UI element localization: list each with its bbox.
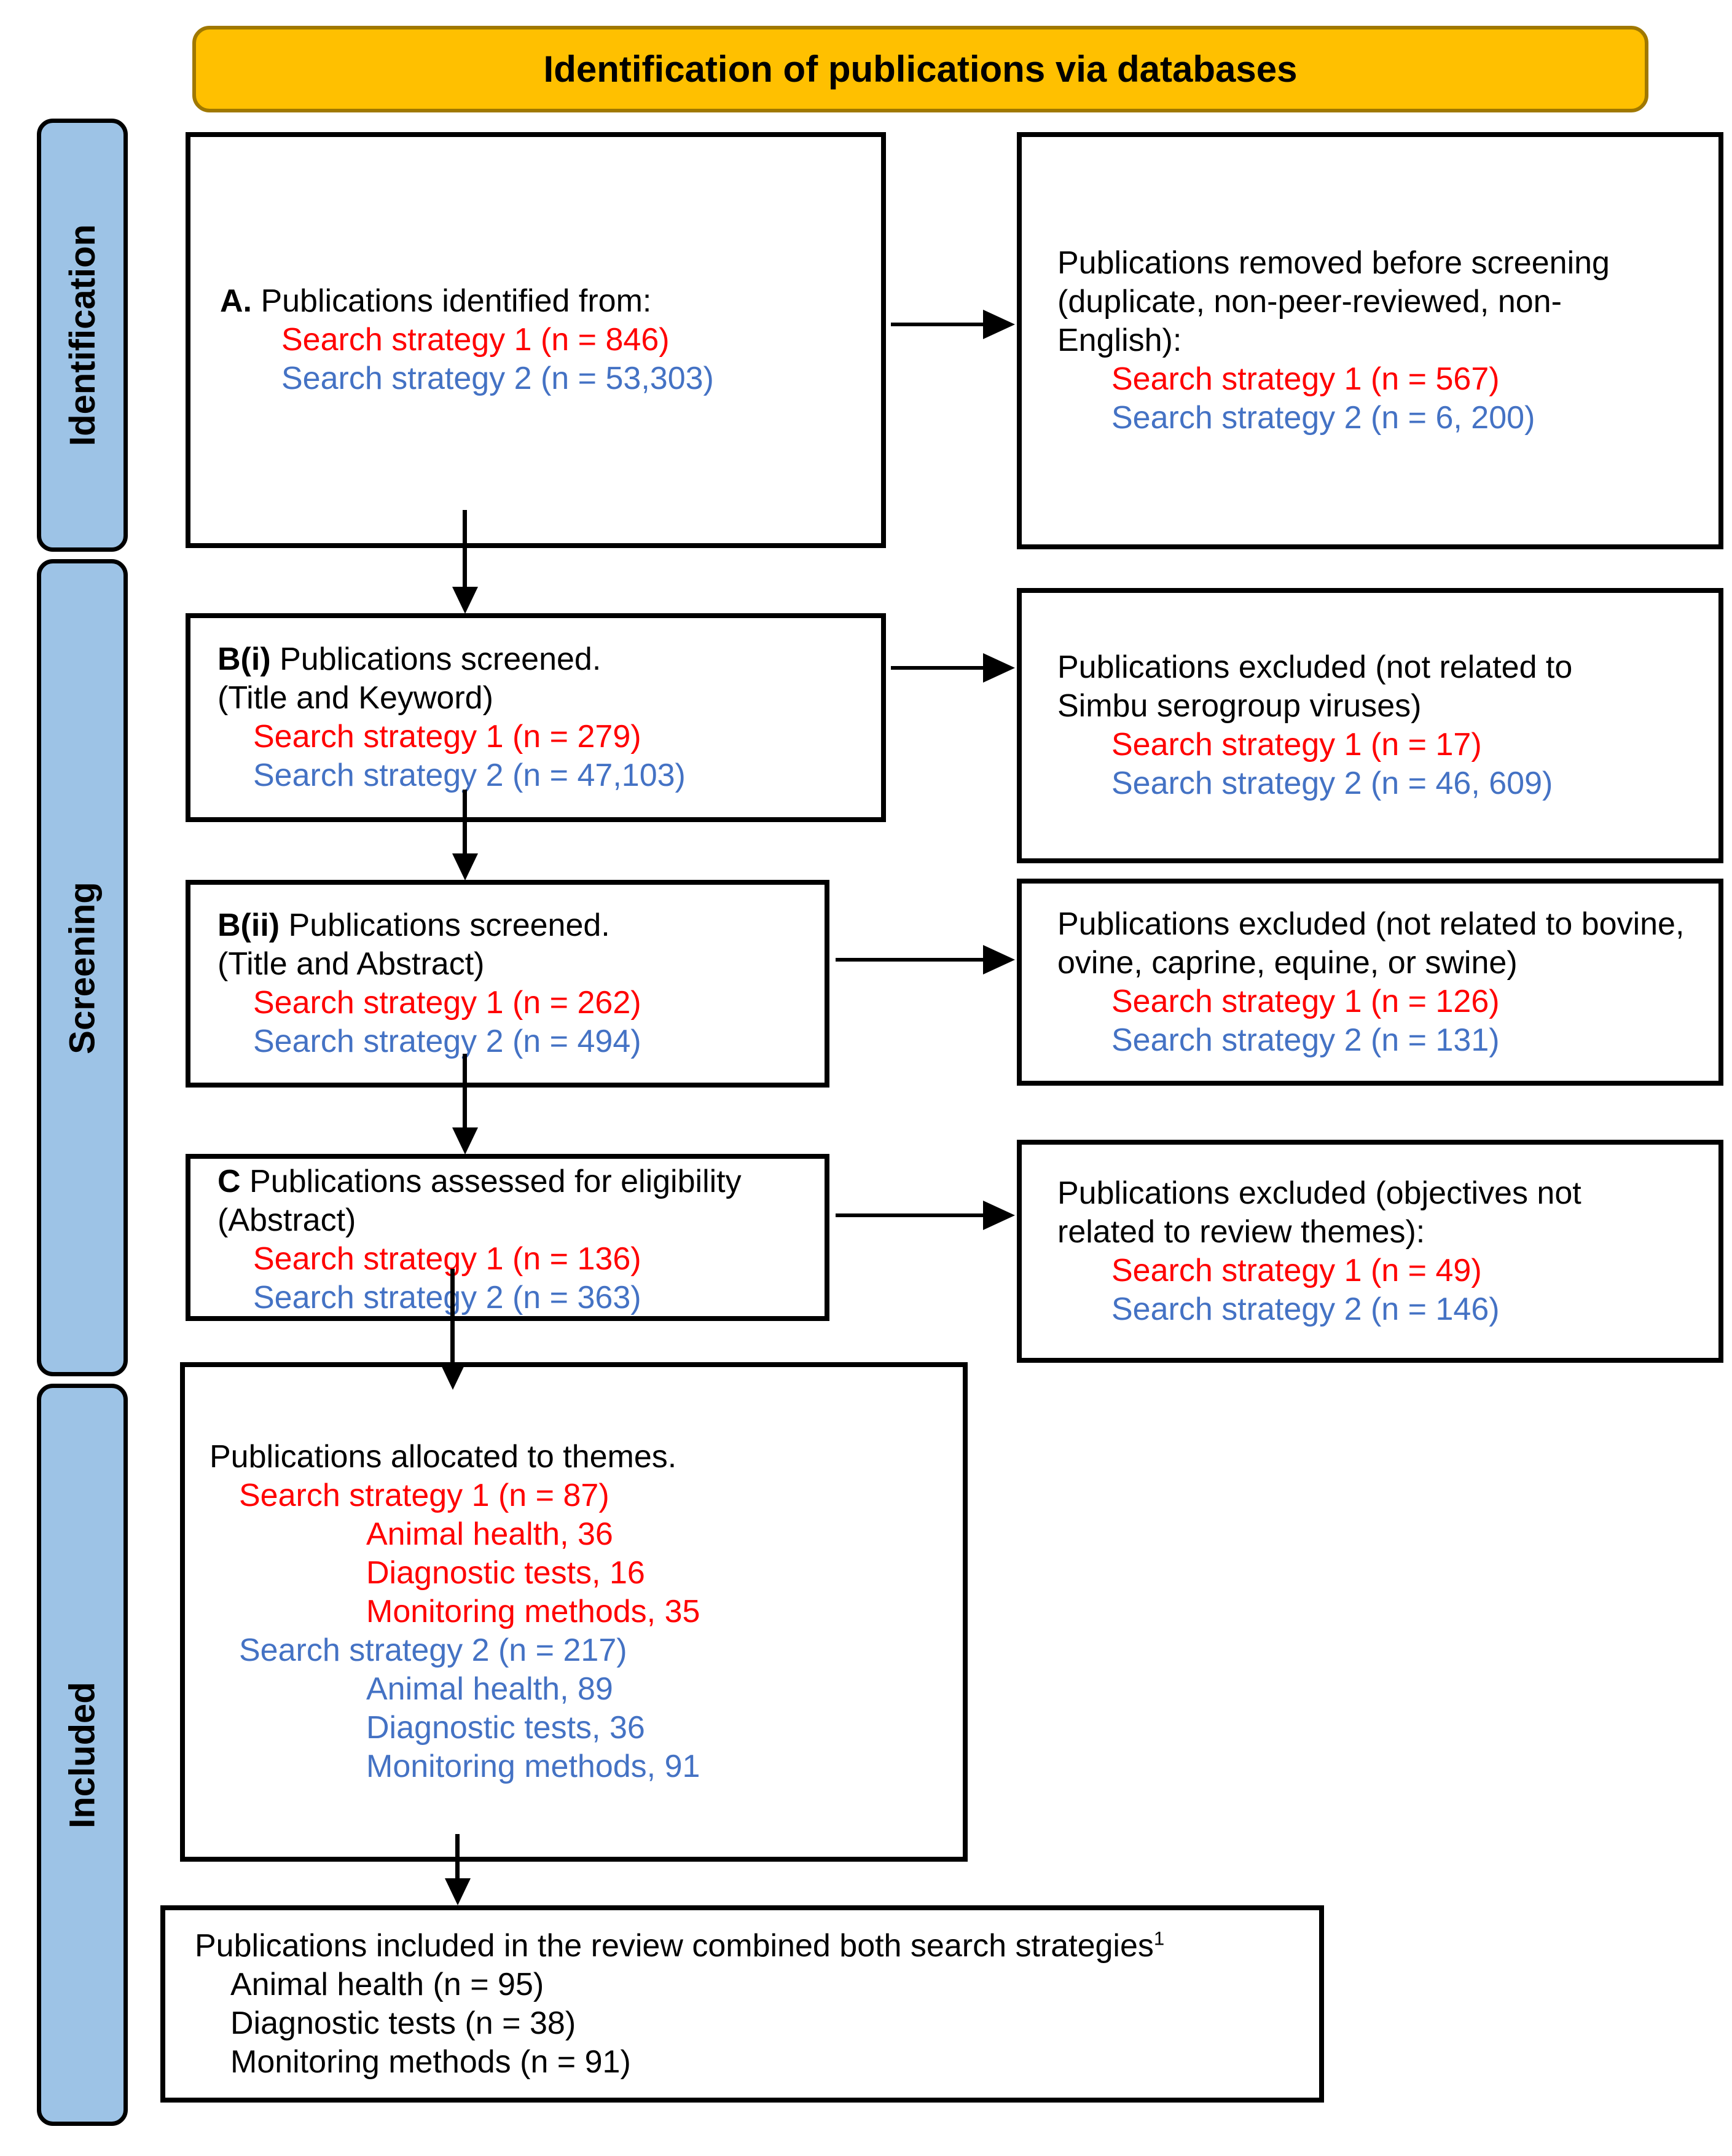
box-excluded-objectives: Publications excluded (objectives not re… (1017, 1140, 1723, 1363)
arrow-head-icon (983, 945, 1015, 974)
box-a-title-text: Publications identified from: (252, 283, 652, 319)
arrow-head-icon (983, 1201, 1015, 1230)
box-a-strategy2: Search strategy 2 (n = 53,303) (281, 361, 714, 396)
stage-identification-label: Identification (62, 224, 103, 446)
arrow-line (463, 790, 467, 855)
box-bi-label: B(i) (217, 641, 271, 677)
arrow-line (836, 958, 984, 962)
arrow-line (891, 666, 984, 670)
box-themes-s1-item: Diagnostic tests, 16 (366, 1555, 645, 1591)
box-removed-strategy2: Search strategy 2 (n = 6, 200) (1111, 400, 1535, 436)
box-excluded3-strategy1: Search strategy 1 (n = 49) (1111, 1252, 1482, 1288)
box-excluded1-strategy1: Search strategy 1 (n = 17) (1111, 727, 1482, 762)
box-bii-strategy2: Search strategy 2 (n = 494) (253, 1024, 641, 1059)
box-themes-s1-item: Animal health, 36 (366, 1516, 613, 1552)
arrow-head-icon (445, 1878, 471, 1905)
box-bii-subtitle: (Title and Abstract) (217, 946, 485, 982)
box-bi-strategy1: Search strategy 1 (n = 279) (253, 719, 641, 755)
box-screened-title-abstract: B(ii) Publications screened. (Title and … (186, 880, 829, 1088)
box-excluded-species: Publications excluded (not related to bo… (1017, 879, 1723, 1086)
stage-identification: Identification (37, 119, 128, 552)
box-final-item: Animal health (n = 95) (230, 1966, 544, 2002)
box-included-in-review: Publications included in the review comb… (160, 1905, 1324, 2103)
arrow-head-icon (983, 653, 1015, 683)
box-bii-title-text: Publications screened. (280, 907, 610, 943)
box-c-title-text: Publications assessed for eligibility (240, 1164, 742, 1199)
box-themes-s2-item: Animal health, 89 (366, 1671, 613, 1707)
box-final-title-text: Publications included in the review comb… (195, 1927, 1154, 1964)
box-excluded1-text: Publications excluded (not related to Si… (1057, 649, 1573, 724)
arrow-line (463, 1054, 467, 1129)
box-c-subtitle: (Abstract) (217, 1202, 356, 1238)
box-themes-title: Publications allocated to themes. (210, 1439, 677, 1475)
box-allocated-to-themes: Publications allocated to themes. Search… (180, 1362, 968, 1862)
stage-screening-label: Screening (62, 881, 103, 1054)
box-screened-title-keyword: B(i) Publications screened. (Title and K… (186, 613, 886, 822)
footnote-mark: 1 (1153, 1927, 1165, 1950)
box-final-item: Monitoring methods (n = 91) (230, 2044, 631, 2080)
arrow-head-icon (452, 587, 478, 614)
box-bii-label: B(ii) (217, 907, 280, 943)
box-bi-title-text: Publications screened. (270, 641, 601, 677)
box-removed-text: Publications removed before screening (d… (1057, 245, 1610, 358)
box-bi-strategy2: Search strategy 2 (n = 47,103) (253, 758, 686, 793)
box-a-title: A. Publications identified from: (220, 282, 881, 321)
box-c-title: C Publications assessed for eligibility (217, 1162, 825, 1201)
arrow-line (463, 510, 467, 588)
box-excluded3-text: Publications excluded (objectives not re… (1057, 1175, 1581, 1250)
box-themes-strategy1: Search strategy 1 (n = 87) (239, 1478, 609, 1513)
box-c-label: C (217, 1164, 241, 1199)
box-bii-strategy1: Search strategy 1 (n = 262) (253, 985, 641, 1021)
banner-title: Identification of publications via datab… (543, 49, 1298, 90)
box-bii-title: B(ii) Publications screened. (217, 906, 825, 945)
stage-included: Included (37, 1384, 128, 2126)
box-bi-subtitle: (Title and Keyword) (217, 680, 493, 716)
box-themes-s2-item: Diagnostic tests, 36 (366, 1710, 645, 1746)
arrow-head-icon (452, 853, 478, 880)
box-a-label: A. (220, 283, 252, 319)
arrow-head-icon (983, 310, 1015, 339)
arrow-line (455, 1834, 460, 1880)
stage-included-label: Included (62, 1681, 103, 1829)
box-c-strategy1: Search strategy 1 (n = 136) (253, 1241, 641, 1277)
box-bi-title: B(i) Publications screened. (217, 640, 881, 679)
box-removed-strategy1: Search strategy 1 (n = 567) (1111, 361, 1500, 397)
box-themes-s2-item: Monitoring methods, 91 (366, 1749, 700, 1784)
box-excluded3-strategy2: Search strategy 2 (n = 146) (1111, 1291, 1500, 1327)
box-removed-before-screening: Publications removed before screening (d… (1017, 132, 1723, 549)
box-themes-s1-item: Monitoring methods, 35 (366, 1594, 700, 1629)
box-final-item: Diagnostic tests (n = 38) (230, 2005, 576, 2041)
box-c-strategy2: Search strategy 2 (n = 363) (253, 1280, 641, 1315)
box-excluded-simbu: Publications excluded (not related to Si… (1017, 588, 1723, 863)
box-excluded2-text: Publications excluded (not related to bo… (1057, 906, 1685, 981)
banner-identification-via-databases: Identification of publications via datab… (192, 26, 1648, 112)
arrow-line (891, 323, 984, 326)
box-a-strategy1: Search strategy 1 (n = 846) (281, 322, 670, 358)
box-final-title: Publications included in the review comb… (195, 1927, 1319, 1966)
arrow-line (450, 1269, 455, 1364)
box-excluded1-strategy2: Search strategy 2 (n = 46, 609) (1111, 766, 1553, 801)
stage-screening: Screening (37, 559, 128, 1376)
arrow-head-icon (440, 1363, 466, 1390)
box-excluded2-strategy1: Search strategy 1 (n = 126) (1111, 983, 1500, 1019)
box-assessed-eligibility: C Publications assessed for eligibility … (186, 1154, 829, 1321)
arrow-head-icon (452, 1127, 478, 1154)
box-excluded2-strategy2: Search strategy 2 (n = 131) (1111, 1022, 1500, 1058)
box-themes-strategy2: Search strategy 2 (n = 217) (239, 1633, 627, 1668)
box-publications-identified: A. Publications identified from: Search … (186, 132, 886, 548)
arrow-line (836, 1213, 984, 1217)
